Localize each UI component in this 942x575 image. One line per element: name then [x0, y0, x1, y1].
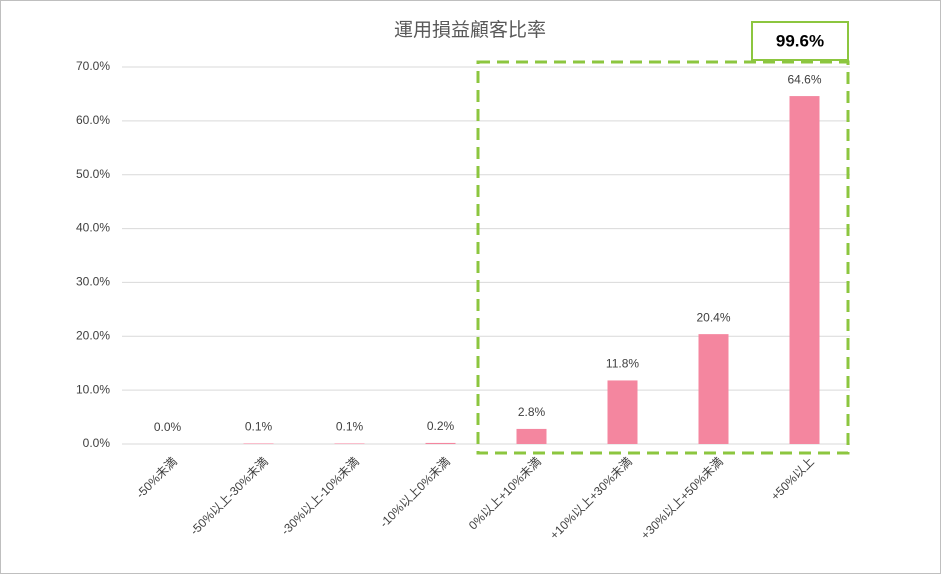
- data-label: 11.8%: [606, 357, 639, 371]
- bar: [334, 443, 365, 444]
- annotation: 99.6%: [776, 31, 824, 50]
- y-tick-label: 20.0%: [76, 328, 110, 342]
- y-tick-label: 0.0%: [83, 436, 111, 450]
- y-tick-label: 40.0%: [76, 221, 110, 235]
- y-tick-label: 30.0%: [76, 275, 110, 289]
- y-tick-label: 50.0%: [76, 167, 110, 181]
- y-tick-label: 10.0%: [76, 382, 110, 396]
- bar: [516, 428, 547, 444]
- data-label: 0.1%: [336, 420, 364, 434]
- bar: [607, 380, 638, 444]
- data-label: 64.6%: [787, 72, 821, 86]
- bar: [243, 443, 274, 444]
- chart-title: 運用損益顧客比率: [394, 19, 546, 41]
- bar: [698, 334, 729, 444]
- bar: [789, 96, 820, 444]
- data-label: 0.0%: [154, 420, 182, 434]
- bar: [425, 442, 456, 444]
- y-tick-label: 60.0%: [76, 113, 110, 127]
- data-label: 20.4%: [696, 310, 730, 324]
- y-tick-label: 70.0%: [76, 59, 110, 73]
- data-label: 0.2%: [427, 419, 455, 433]
- annotation-box: [751, 21, 849, 61]
- data-label: 0.1%: [245, 420, 273, 434]
- data-label: 2.8%: [518, 405, 546, 419]
